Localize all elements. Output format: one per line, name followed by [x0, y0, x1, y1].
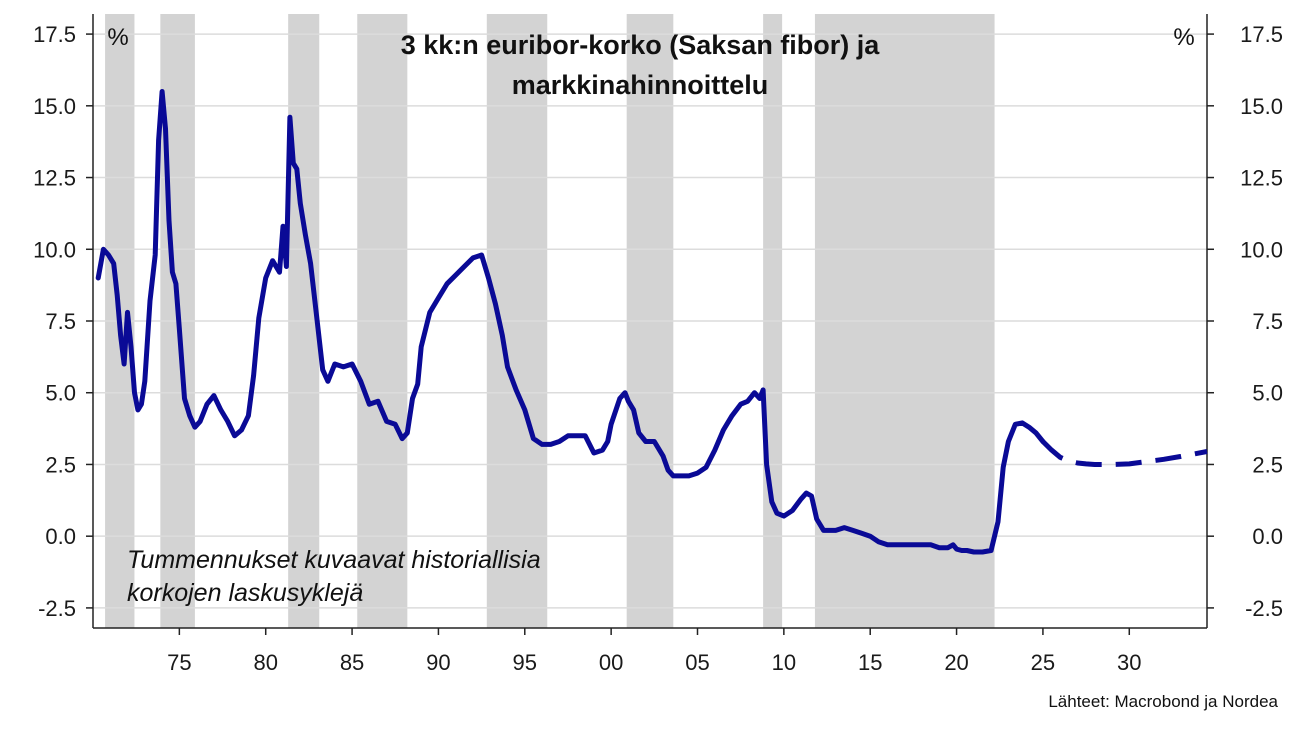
- y-axis-right-tick-labels: -2.5 0.0 2.5 5.0 7.5 10.0 12.5 15.0 17.5: [1240, 22, 1283, 621]
- x-tick-label-11: 30: [1117, 650, 1141, 675]
- y-tick-label-left-2: 2.5: [45, 452, 76, 477]
- source-note: Lähteet: Macrobond ja Nordea: [1048, 692, 1278, 711]
- y-tick-label-right-3: 5.0: [1252, 381, 1283, 406]
- y-tick-label-right-1: 0.0: [1252, 524, 1283, 549]
- x-tick-label-10: 25: [1031, 650, 1055, 675]
- annotation-line-2: korkojen laskusyklejä: [127, 579, 363, 607]
- y-tick-label-right-5: 10.0: [1240, 237, 1283, 262]
- y-tick-label-left-8: 17.5: [33, 22, 76, 47]
- chart-title-line-1: 3 kk:n euribor-korko (Saksan fibor) ja: [401, 30, 881, 60]
- y-tick-label-right-0: -2.5: [1245, 596, 1283, 621]
- series-line-solid: [95, 89, 1046, 555]
- x-tick-label-3: 90: [426, 650, 450, 675]
- y-tick-label-left-3: 5.0: [45, 381, 76, 406]
- y-tick-label-right-8: 17.5: [1240, 22, 1283, 47]
- annotation-line-1: Tummennukset kuvaavat historiallisia: [127, 546, 541, 574]
- y-axis-left-tick-labels: -2.5 0.0 2.5 5.0 7.5 10.0 12.5 15.0 17.5: [33, 22, 76, 621]
- y-tick-label-left-1: 0.0: [45, 524, 76, 549]
- y-tick-label-right-6: 12.5: [1240, 166, 1283, 191]
- x-tick-label-6: 05: [685, 650, 709, 675]
- y-unit-left: %: [107, 24, 128, 51]
- x-tick-label-4: 95: [513, 650, 537, 675]
- y-tick-label-left-4: 7.5: [45, 309, 76, 334]
- x-tick-label-9: 20: [944, 650, 968, 675]
- y-unit-right: %: [1173, 24, 1194, 51]
- x-tick-label-5: 00: [599, 650, 623, 675]
- y-tick-label-left-0: -2.5: [38, 596, 76, 621]
- y-tick-label-left-5: 10.0: [33, 237, 76, 262]
- x-tick-label-0: 75: [167, 650, 191, 675]
- y-tick-label-right-4: 7.5: [1252, 309, 1283, 334]
- axes: [86, 14, 1214, 635]
- x-tick-label-2: 85: [340, 650, 364, 675]
- y-tick-label-right-2: 2.5: [1252, 452, 1283, 477]
- series-lines: [95, 89, 1208, 555]
- x-axis-tick-labels: 75 80 85 90 95 00 05 10 15 20 25 30: [167, 650, 1141, 675]
- series-line-dashed: [1041, 439, 1208, 467]
- y-tick-label-right-7: 15.0: [1240, 94, 1283, 119]
- x-tick-label-8: 15: [858, 650, 882, 675]
- x-tick-label-7: 10: [772, 650, 796, 675]
- chart-title-line-2: markkinahinnoittelu: [512, 70, 769, 100]
- y-tick-label-left-7: 15.0: [33, 94, 76, 119]
- y-tick-label-left-6: 12.5: [33, 166, 76, 191]
- x-tick-label-1: 80: [253, 650, 277, 675]
- gridlines: [93, 33, 1207, 609]
